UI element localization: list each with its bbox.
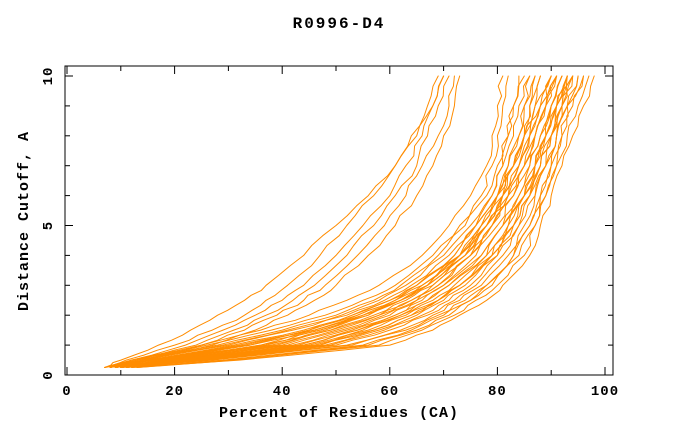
model-curve [109, 75, 520, 368]
model-curve [109, 75, 531, 368]
y-axis-label: Distance Cutoff, A [16, 131, 33, 311]
model-curve [109, 75, 536, 368]
model-curve [125, 75, 574, 368]
model-curve [114, 75, 541, 368]
model-curve [104, 75, 509, 368]
x-tick-label: 0 [62, 384, 71, 400]
x-tick-label: 60 [380, 384, 399, 400]
model-curve [104, 75, 445, 368]
model-curve [114, 75, 558, 368]
y-tick-label: 0 [41, 370, 57, 379]
plot-border [64, 65, 614, 376]
x-tick-label: 40 [273, 384, 292, 400]
model-curve [114, 75, 541, 368]
x-axis-label: Percent of Residues (CA) [219, 405, 459, 422]
model-curve [125, 75, 568, 368]
model-curve [109, 75, 445, 368]
x-tick-label: 20 [165, 384, 184, 400]
model-curve [104, 75, 525, 368]
model-curve [114, 75, 558, 368]
model-curve [114, 75, 461, 368]
y-tick-label: 5 [41, 221, 57, 230]
axis-ticks-layer [65, 66, 613, 376]
model-curve [104, 75, 439, 368]
model-curve [136, 75, 590, 368]
x-tick-label: 100 [591, 384, 619, 400]
model-curve [120, 75, 568, 368]
model-curve [114, 75, 558, 368]
model-curves-layer [104, 75, 595, 368]
model-curve [109, 75, 531, 368]
model-curve [120, 75, 568, 368]
tick-labels-layer: 0 20 40 60 80 100 0 5 10 [41, 67, 619, 400]
model-curve [120, 75, 563, 368]
model-curve [109, 75, 450, 368]
chart-title: R0996-D4 [293, 15, 386, 33]
x-tick-label: 80 [488, 384, 507, 400]
model-curve [120, 75, 574, 368]
model-curve [125, 75, 574, 368]
y-tick-label: 10 [41, 67, 57, 86]
model-curve [114, 75, 558, 368]
model-curve [136, 75, 595, 368]
model-curve [114, 75, 455, 368]
